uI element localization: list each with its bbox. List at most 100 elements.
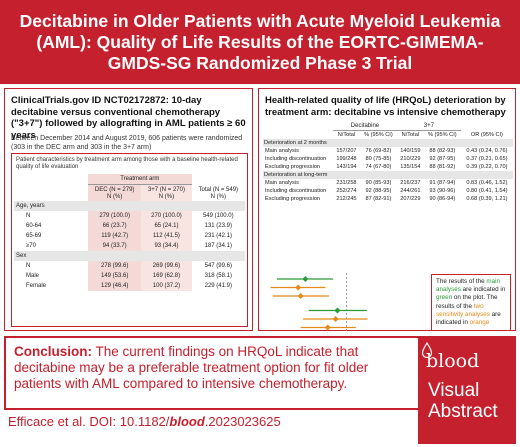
- trial-title: ClinicalTrials.gov ID NCT02172872: 10-da…: [11, 95, 246, 141]
- table-cell: [333, 171, 360, 179]
- table-cell: 0.43 (0.24, 0.76): [466, 148, 508, 154]
- table-cell: [396, 171, 424, 179]
- table-cell: [423, 171, 461, 179]
- table-cell: [460, 171, 513, 179]
- table-cell: 169 (62.8): [141, 270, 192, 281]
- table-cell: 94 (33.7): [88, 240, 142, 251]
- row-label: Deterioration at 2 months: [263, 139, 333, 147]
- table-arm-header: Treatment arm: [14, 174, 245, 185]
- table-cell: 92 (87-95): [429, 156, 456, 162]
- table-cell: 0.80 (0.41, 1.54): [466, 188, 508, 194]
- col-37-header: 3+7 (N = 270) N (%): [141, 184, 192, 201]
- hrqol-title: Health-related quality of life (HRQoL) d…: [265, 95, 506, 118]
- table-row: Including discontinuation 252/274 92 (88-9…: [263, 187, 513, 195]
- table-cell: [396, 139, 424, 147]
- row-label: N: [26, 212, 31, 219]
- table-section-row: Age, years: [14, 200, 245, 211]
- table-row: Main analysis 231/258 90 (85-93) 216/237 91 …: [263, 179, 513, 187]
- or-marker: [297, 293, 304, 299]
- table-cell: [88, 200, 142, 211]
- table-cell: 207/229: [400, 196, 421, 202]
- table-cell: [191, 250, 245, 261]
- badge-line-visual: Visual: [428, 380, 480, 401]
- table-cell: 91 (87-94): [429, 180, 456, 186]
- table-cell: 210/229: [400, 156, 421, 162]
- table-cell: 88 (81-92): [429, 164, 456, 170]
- row-label: N: [26, 262, 31, 269]
- table-cell: 88 (82-93): [429, 148, 456, 154]
- hrqol-col-header: N/Total % (95% CI) N/Total % (95% CI) OR…: [263, 131, 513, 140]
- row-label: Excluding progression: [265, 164, 321, 170]
- row-label: ≥70: [26, 242, 36, 249]
- row-label: Age, years: [14, 200, 88, 211]
- blood-drop-icon: [421, 342, 433, 358]
- col-or: OR (95% CI): [470, 131, 503, 138]
- table-cell: 87 (82-91): [365, 196, 392, 202]
- or-marker: [295, 284, 302, 291]
- table-cell: [141, 250, 192, 261]
- trial-panel: ClinicalTrials.gov ID NCT02172872: 10-da…: [4, 88, 253, 331]
- table-cell: 278 (99.6): [88, 260, 142, 271]
- row-label: Deterioration at long-term: [263, 171, 333, 179]
- blood-logo: blood: [426, 350, 480, 372]
- page-title: Decitabine in Older Patients with Acute …: [19, 10, 501, 73]
- col-pct-37: % (95% CI): [428, 132, 457, 138]
- col-dec-header: DEC (N = 279) N (%): [88, 184, 142, 201]
- col-ntotal-37: N/Total: [401, 132, 420, 138]
- row-label: Main analysis: [265, 148, 299, 154]
- group-dec: Decitabine: [333, 122, 397, 131]
- table-cell: 0.83 (0.46, 1.52): [466, 180, 508, 186]
- table-section-row: Deterioration at 2 months: [263, 139, 513, 147]
- table-cell: 0.39 (0.22, 0.70): [466, 164, 508, 170]
- hrqol-group-header: Decitabine 3+7: [263, 122, 513, 131]
- table-cell: 252/274: [336, 188, 357, 194]
- table-cell: [460, 139, 513, 147]
- table-row: Female 129 (46.4) 100 (37.2) 229 (41.9): [14, 280, 245, 291]
- table-row: Main analysis 157/207 76 (69-82) 140/159 88 …: [263, 147, 513, 155]
- row-label: Sex: [14, 250, 88, 261]
- table-cell: 0.37 (0.21, 0.65): [466, 156, 508, 162]
- table-cell: 231/258: [336, 180, 357, 186]
- table-cell: 119 (42.7): [88, 230, 142, 241]
- table-cell: 212/245: [336, 196, 357, 202]
- table-cell: 269 (99.6): [141, 260, 192, 271]
- table-cell: 549 (100.0): [202, 212, 234, 219]
- row-label: 60-64: [26, 222, 42, 229]
- table-cell: [141, 200, 192, 211]
- table-cell: 318 (58.1): [204, 272, 232, 279]
- table-cell: 76 (69-82): [365, 148, 392, 154]
- forest-plot: 0.250.5124Odds ratioFavorsDECFavors3+7: [270, 273, 368, 332]
- characteristics-box: Patient characteristics by treatment arm…: [11, 153, 248, 327]
- table-cell: 187 (34.1): [204, 242, 232, 249]
- table-cell: [88, 250, 142, 261]
- table-cell: 93 (34.4): [141, 240, 192, 251]
- table-cell: 65 (24.1): [141, 220, 192, 231]
- table-cell: 157/207: [336, 148, 357, 154]
- table-section-row: Sex: [14, 250, 245, 261]
- table-cell: [333, 139, 360, 147]
- table-row: 60-64 66 (23.7) 65 (24.1) 131 (23.9): [14, 220, 245, 231]
- table-cell: 80 (75-85): [365, 156, 392, 162]
- col-pct-dec: % (95% CI): [364, 132, 393, 138]
- col-ntotal-dec: N/Total: [337, 132, 356, 138]
- characteristics-caption: Patient characteristics by treatment arm…: [16, 157, 238, 171]
- table-header-row: DEC (N = 279) N (%) 3+7 (N = 270) N (%) To…: [14, 184, 245, 201]
- table-row: Excluding progression 212/245 87 (82-91) 20…: [263, 195, 513, 203]
- table-cell: 129 (46.4): [88, 280, 142, 291]
- or-marker: [302, 276, 309, 282]
- table-cell: 140/159: [400, 148, 421, 154]
- table-cell: 270 (100.0): [141, 210, 192, 221]
- forest-legend-note: The results of the main analyses are ind…: [431, 274, 511, 332]
- table-cell: [359, 171, 397, 179]
- table-section-row: Deterioration at long-term: [263, 171, 513, 179]
- hrqol-panel: Health-related quality of life (HRQoL) d…: [258, 88, 516, 332]
- table-cell: 100 (37.2): [141, 280, 192, 291]
- visual-abstract-badge: blood Visual Abstract: [418, 336, 516, 444]
- table-cell: 244/261: [400, 188, 421, 194]
- table-row: 65-69 119 (42.7) 112 (41.5) 231 (42.1): [14, 230, 245, 241]
- row-label: Male: [26, 272, 40, 279]
- row-label: Including discontinuation: [265, 188, 327, 194]
- or-marker: [324, 324, 331, 331]
- treatment-arm-label: Treatment arm: [88, 174, 192, 185]
- table-cell: 66 (23.7): [88, 220, 142, 231]
